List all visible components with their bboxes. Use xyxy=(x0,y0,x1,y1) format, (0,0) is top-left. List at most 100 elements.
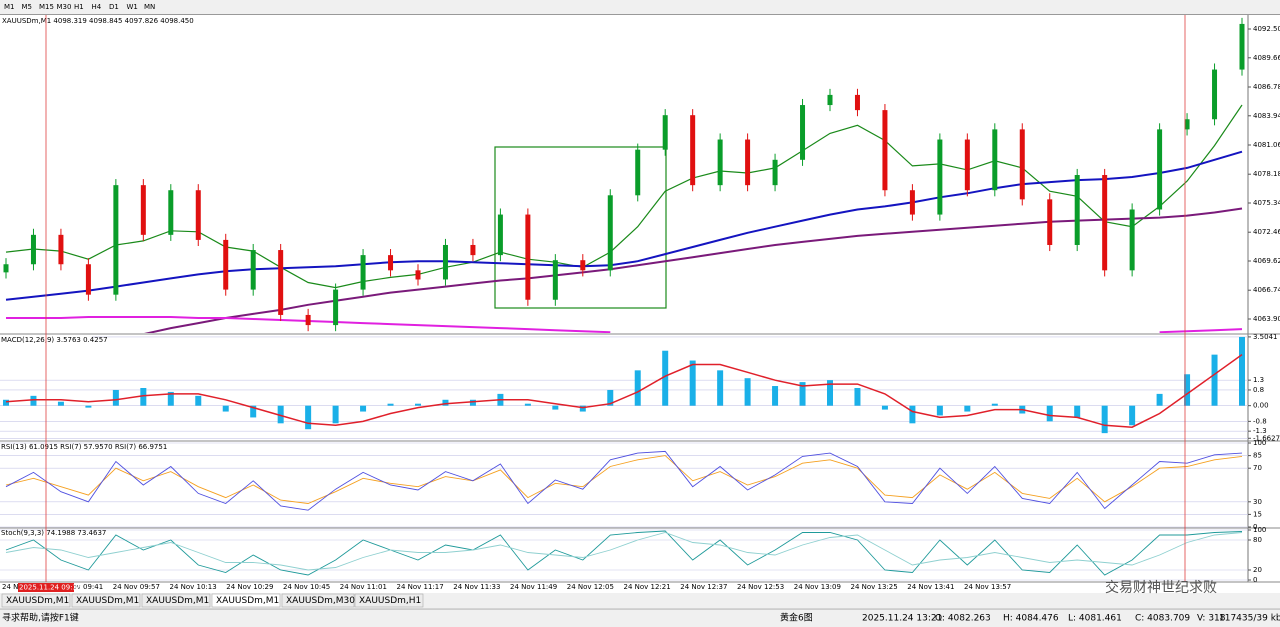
y-tick-label: 4066.740 xyxy=(1253,286,1280,294)
x-tick-label: 24 Nov 13:57 xyxy=(964,583,1011,591)
watermark: 交易财神世纪求败 xyxy=(1105,579,1217,596)
candle-body xyxy=(360,255,366,290)
macd-bar xyxy=(195,395,202,406)
candle-body xyxy=(333,289,339,326)
price-axis xyxy=(1248,15,1280,582)
macd-bar xyxy=(1156,393,1163,406)
status-item: O: 4082.263 xyxy=(935,614,991,624)
candle-body xyxy=(415,270,421,280)
timeframe-button[interactable]: H4 xyxy=(92,3,102,11)
y-tick-label: -1.6627 xyxy=(1253,434,1280,442)
chart-tab[interactable] xyxy=(354,593,424,608)
candle-body xyxy=(140,185,146,235)
macd-bar xyxy=(991,403,998,406)
timeframe-button[interactable]: H1 xyxy=(74,3,84,11)
chart-tab-label[interactable]: XAUUSDm,M30 xyxy=(286,596,355,606)
y-tick-label: 4081.060 xyxy=(1253,141,1280,149)
stoch-line xyxy=(5,530,1243,576)
y-tick-label: 0 xyxy=(1253,576,1257,584)
status-item: H: 4084.476 xyxy=(1003,614,1059,624)
candle-body xyxy=(827,94,833,106)
y-tick-label: 0.00 xyxy=(1253,402,1269,410)
macd-bar xyxy=(1101,405,1108,434)
candle-body xyxy=(772,159,778,186)
macd-bar xyxy=(277,405,284,424)
y-tick-label: 20 xyxy=(1253,566,1262,574)
status-item: L: 4081.461 xyxy=(1068,614,1122,624)
chart-tab[interactable] xyxy=(141,593,211,608)
candle-body xyxy=(223,239,229,290)
y-tick-label: 85 xyxy=(1253,452,1262,460)
chart-tab[interactable] xyxy=(281,593,355,608)
candle-body xyxy=(30,234,36,265)
macd-bar xyxy=(827,380,833,406)
macd-bar xyxy=(799,382,806,406)
x-tick-label: 24 Nov 10:45 xyxy=(283,583,330,591)
x-tick-label: 24 Nov 10:29 xyxy=(226,583,273,591)
price-series xyxy=(3,17,1245,333)
indicator-label: RSI(13) 61.0915 RSI(7) 57.9570 RSI(7) 66… xyxy=(1,443,167,451)
y-tick-label: 4075.340 xyxy=(1253,199,1280,207)
timeframe-button[interactable]: D1 xyxy=(109,3,119,11)
y-tick-label: -1.3 xyxy=(1253,427,1267,435)
chart-tab-label[interactable]: XAUUSDm,M1 xyxy=(76,596,139,606)
macd-bar xyxy=(552,405,559,410)
y-tick-label: 100 xyxy=(1253,526,1266,534)
candle-body xyxy=(442,244,448,280)
status-item: 寻求帮助,请按F1键 xyxy=(2,612,79,624)
macd-bar xyxy=(964,405,971,412)
x-tick-label: 24 Nov 09:57 xyxy=(113,583,160,591)
highlight-box xyxy=(494,146,667,309)
x-tick-label: 24 Nov 12:21 xyxy=(624,583,671,591)
candle-body xyxy=(662,115,668,150)
chart-tab[interactable] xyxy=(211,593,281,608)
chart-tab-label[interactable]: XAUUSDm,M1 xyxy=(6,596,69,606)
timeframe-button[interactable]: MN xyxy=(144,3,155,11)
y-tick-label: -0.8 xyxy=(1253,417,1267,425)
y-tick-label: 0.8 xyxy=(1253,386,1264,394)
candle-body xyxy=(607,195,613,271)
macd-bar xyxy=(662,350,669,406)
timeframe-button[interactable]: M1 xyxy=(4,3,15,11)
timeframe-button[interactable]: M30 xyxy=(57,3,72,11)
candle-body xyxy=(717,139,723,186)
macd-bar xyxy=(57,401,64,406)
candle-body xyxy=(278,250,284,315)
candle-body xyxy=(525,214,531,300)
macd-bar xyxy=(689,360,696,406)
timeframe-button[interactable]: M5 xyxy=(22,3,33,11)
chart-tab-label[interactable]: XAUUSDm,M1 xyxy=(146,596,209,606)
x-tick-label: 24 Nov 09:41 xyxy=(56,583,103,591)
macd-bar xyxy=(1074,405,1081,418)
y-tick-label: 4072.460 xyxy=(1253,228,1280,236)
candle-body xyxy=(1102,175,1108,271)
macd-bar xyxy=(387,403,394,406)
timeframe-button[interactable]: M15 xyxy=(39,3,54,11)
stoch-line xyxy=(5,532,1243,571)
chart-tab[interactable] xyxy=(71,593,141,608)
moving-average xyxy=(144,207,1243,333)
timeframe-button[interactable]: W1 xyxy=(127,3,138,11)
macd-bar xyxy=(717,370,724,406)
x-tick-label: 24 Nov 12:05 xyxy=(567,583,614,591)
candle-body xyxy=(800,105,806,160)
candle-body xyxy=(1212,69,1218,120)
macd-bar xyxy=(167,391,174,406)
y-tick-label: 4092.500 xyxy=(1253,25,1280,33)
macd-bar xyxy=(881,405,888,410)
y-tick-label: 0 xyxy=(1253,523,1257,531)
toolbar-border xyxy=(0,14,1280,15)
x-tick-label: 24 Nov 12:37 xyxy=(680,583,727,591)
macd-bar xyxy=(936,405,943,416)
indicator-label: MACD(12,26,9) 3.5763 0.4257 xyxy=(1,336,108,344)
chart-layer: 4092.500 4089.660 4086.780 4083.940 4081.060… xyxy=(0,17,1280,592)
candle-body xyxy=(635,149,641,196)
chart-tab-label[interactable]: XAUUSDm,H1 xyxy=(359,596,421,606)
candle-body xyxy=(1184,119,1190,130)
chart-tab-label[interactable]: XAUUSDm,M1 xyxy=(216,596,279,606)
chart-tab[interactable] xyxy=(1,593,71,608)
candle-body xyxy=(992,129,998,191)
candle-body xyxy=(1019,129,1025,200)
x-tick-label: 24 Nov xyxy=(2,583,27,591)
x-tick-label: 24 Nov 13:41 xyxy=(907,583,954,591)
